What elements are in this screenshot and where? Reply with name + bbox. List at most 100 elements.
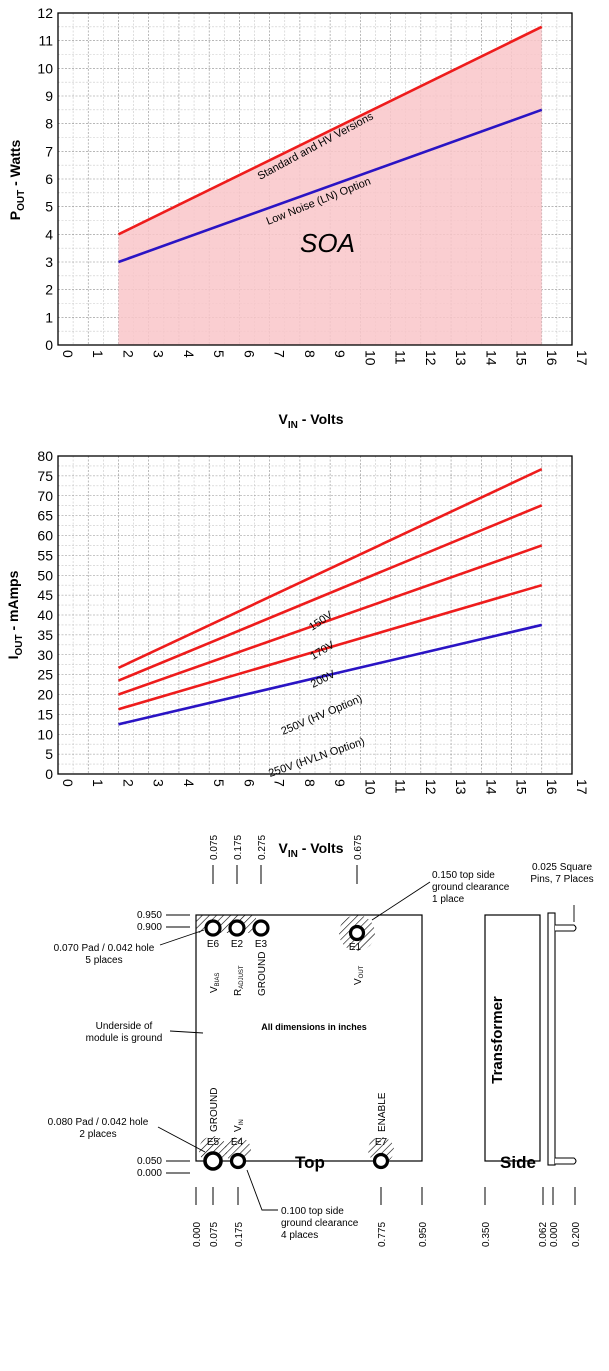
x-tick-label: 9 [332, 350, 348, 358]
y-tick-label: 30 [37, 647, 53, 663]
current-chart-grid [57, 455, 573, 775]
enable-label: ENABLE [377, 1092, 388, 1132]
series-line [118, 544, 543, 696]
y-tick-label: 65 [37, 508, 53, 524]
note-clr100-line2: ground clearance [281, 1218, 359, 1229]
y-tick-label: 0 [45, 337, 53, 353]
side-pin-top [555, 924, 577, 932]
current-chart-y-ticks: 0 5 10 15 20 25 30 35 40 45 50 55 60 65 70 75 80 [37, 448, 53, 782]
series-line [117, 25, 543, 236]
series-line [117, 504, 543, 682]
y-tick-label: 3 [45, 254, 53, 270]
top-dim-3: 0.275 [257, 835, 268, 860]
y-tick-label: 0 [45, 766, 53, 782]
note-clr150-line3: 1 place [432, 894, 465, 905]
y-tick-label: 1 [45, 309, 53, 325]
left-dim-3: 0.050 [137, 1156, 162, 1167]
x-tick-label: 13 [453, 779, 469, 795]
x-tick-label: 7 [272, 350, 288, 358]
note-pins025-line1: 0.025 Square [532, 862, 592, 873]
side-dim-2: 0.062 [538, 1222, 549, 1247]
pin-e3-label: E3 [255, 939, 268, 950]
top-view-label: Top [295, 1153, 325, 1172]
leader-clr150 [371, 881, 431, 921]
x-tick-label: 10 [362, 350, 378, 366]
y-tick-label: 2 [45, 282, 53, 298]
y-tick-label: 11 [38, 33, 53, 49]
x-tick-label: 3 [151, 350, 167, 358]
x-tick-label: 6 [241, 779, 257, 787]
left-dimension-lines [166, 914, 190, 1174]
y-tick-label: 10 [37, 726, 53, 742]
x-tick-label: 17 [574, 350, 590, 366]
bottom-dimension-lines [195, 1187, 423, 1205]
series-line [118, 108, 543, 264]
pad-e4 [229, 1152, 247, 1170]
y-tick-label: 20 [37, 687, 53, 703]
pin-e4-label: E4 [231, 1137, 244, 1148]
x-tick-label: 3 [151, 779, 167, 787]
top-dim-1: 0.075 [209, 835, 220, 860]
x-tick-label: 7 [272, 779, 288, 787]
radjust-label: RADJUST [233, 965, 245, 996]
left-dim-2: 0.900 [137, 922, 162, 933]
x-tick-label: 0 [60, 350, 76, 358]
note-underside-line1: Underside of [96, 1021, 153, 1032]
y-tick-label: 6 [45, 171, 53, 187]
x-tick-label: 16 [544, 779, 560, 795]
series-label-250v-hvln: 250V (HVLN Option) [267, 736, 366, 780]
side-pin-bottom [555, 1157, 577, 1165]
y-tick-label: 25 [37, 667, 53, 683]
x-tick-label: 1 [90, 350, 106, 358]
note-clr150-line1: 0.150 top side [432, 870, 495, 881]
current-chart-frame [57, 455, 573, 775]
note-clr100-line3: 4 places [281, 1230, 318, 1241]
pin-e6-label: E6 [207, 939, 220, 950]
pad-e6 [204, 919, 222, 937]
series-line [118, 583, 543, 711]
x-tick-label: 8 [302, 779, 318, 787]
current-chart-y-axis-label: IOUT - mAmps [5, 570, 25, 659]
leader-pad080 [157, 1126, 206, 1153]
y-tick-label: 40 [37, 607, 53, 623]
top-dim-4: 0.675 [353, 835, 364, 860]
x-tick-label: 9 [332, 779, 348, 787]
leader-underside [169, 1030, 204, 1034]
side-view-label: Side [500, 1153, 536, 1172]
side-view-outline [484, 914, 541, 1162]
y-tick-label: 5 [45, 746, 53, 762]
pin-e2-label: E2 [231, 939, 244, 950]
y-tick-label: 60 [37, 528, 53, 544]
side-dim-1: 0.350 [481, 1222, 492, 1247]
side-dim-3: 0.000 [549, 1222, 560, 1247]
x-tick-label: 0 [60, 779, 76, 787]
series-label-170v: 170V [308, 639, 337, 663]
y-tick-label: 7 [45, 143, 53, 159]
pad-e2 [228, 919, 246, 937]
note-pins025-line2: Pins, 7 Places [530, 874, 593, 885]
note-clr150-line2: ground clearance [432, 882, 510, 893]
x-tick-label: 6 [241, 350, 257, 358]
x-tick-label: 13 [453, 350, 469, 366]
x-tick-label: 11 [393, 779, 409, 794]
series-label-200v: 200V [309, 668, 338, 691]
y-tick-label: 5 [45, 199, 53, 215]
pad-e1 [348, 924, 366, 942]
x-tick-label: 16 [544, 350, 560, 366]
series-line [117, 467, 543, 670]
y-tick-label: 12 [37, 5, 53, 21]
series-line [118, 623, 543, 726]
leader-pad070 [159, 929, 205, 946]
x-tick-label: 12 [423, 779, 439, 795]
power-chart: 0 1 2 3 4 5 6 7 8 9 10 11 12 13 14 15 16 17 0123456789101… [7, 5, 590, 431]
x-tick-label: 15 [514, 779, 530, 795]
note-pad080-line2: 2 places [79, 1129, 116, 1140]
x-tick-label: 11 [393, 350, 409, 365]
bottom-dim-2: 0.075 [209, 1222, 220, 1247]
current-chart-x-ticks: 0 1 2 3 4 5 6 7 8 9 10 11 12 13 14 15 16 17 [60, 779, 590, 795]
ground-label-top: GROUND [257, 952, 268, 996]
note-underside-line2: module is ground [86, 1033, 163, 1044]
x-tick-label: 10 [362, 779, 378, 795]
